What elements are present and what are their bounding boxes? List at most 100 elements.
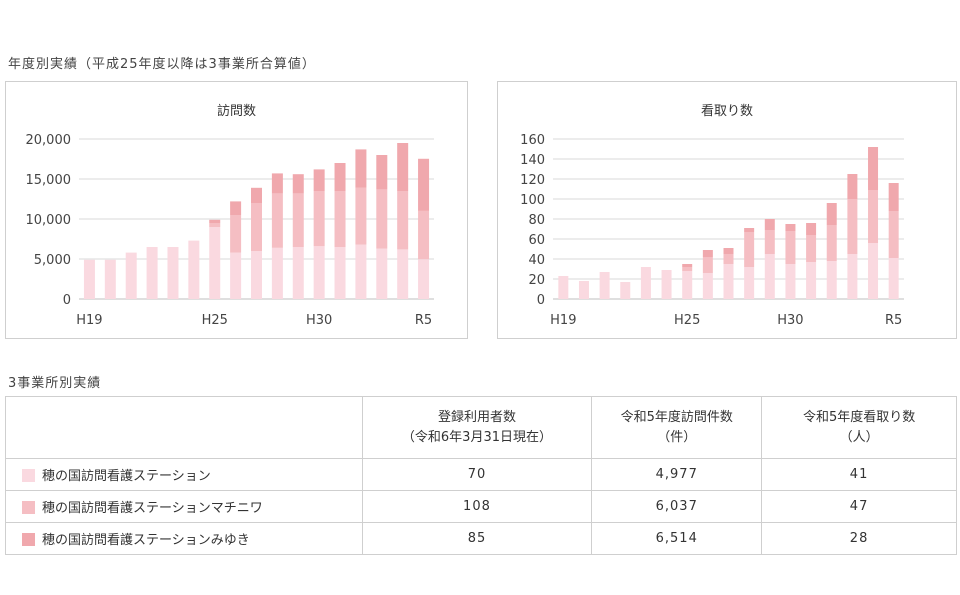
header-subtext: （令和6年3月31日現在）	[401, 429, 552, 445]
bar-segment	[313, 169, 325, 191]
bar-segment	[744, 228, 755, 232]
bar-segment	[744, 232, 755, 267]
bar-segment	[271, 247, 283, 299]
header-visits: 令和5年度訪問件数 （件）	[591, 396, 763, 459]
bar-segment	[868, 147, 879, 190]
y-tick-label: 20,000	[26, 133, 72, 148]
section-title-yearly: 年度別実績（平成25年度以降は3事業所合算値）	[8, 57, 316, 72]
bar-segment	[702, 273, 713, 299]
bar-segment	[702, 257, 713, 273]
bar-segment	[764, 230, 775, 254]
bar-segment	[146, 247, 158, 299]
bar-segment	[125, 252, 137, 299]
visits-cell: 4,977	[591, 458, 763, 491]
deaths-cell: 41	[761, 458, 957, 491]
header-station	[5, 396, 363, 459]
end-of-life-chart: 看取り数 0 20 40 60 80 100 120 140 160 H19 H25 H30 R5	[497, 81, 957, 339]
bar-segment	[661, 270, 672, 299]
users-cell: 85	[361, 522, 593, 555]
bar-segment	[599, 272, 610, 299]
users-cell: 70	[361, 458, 593, 491]
x-tick-label: H30	[777, 313, 803, 328]
bar-segment	[702, 250, 713, 257]
bar-segment	[397, 191, 409, 250]
bar-segment	[376, 189, 388, 249]
bar-segment	[355, 187, 367, 245]
deaths-cell: 47	[761, 490, 957, 523]
y-tick-label: 0	[63, 293, 71, 308]
visits-chart-plot: 0 5,000 10,000 15,000 20,000 H19 H25 H30 R5	[26, 133, 434, 328]
bar-segment	[418, 259, 430, 299]
visits-cell: 6,514	[591, 522, 763, 555]
y-tick-label: 20	[528, 273, 545, 288]
bar-segment	[418, 158, 430, 211]
y-tick-label: 5,000	[34, 253, 71, 268]
header-text: 登録利用者数	[437, 409, 516, 425]
y-tick-label: 10,000	[26, 213, 72, 228]
visits-chart: 訪問数 0 5,000 10,000 15,000 20,000 H19 H25 H30 R5	[5, 81, 468, 339]
bar-segment	[334, 163, 346, 191]
end-of-life-chart-plot: 0 20 40 60 80 100 120 140 160 H19 H25 H30 R5	[520, 133, 904, 328]
bar-segment	[376, 248, 388, 299]
bar-segment	[230, 201, 242, 215]
x-tick-label: H19	[550, 313, 576, 328]
bar-segment	[847, 199, 858, 254]
bar-segment	[826, 203, 837, 225]
x-tick-label: R5	[415, 313, 432, 328]
header-text: 令和5年度訪問件数	[620, 409, 733, 425]
y-tick-label: 100	[520, 193, 545, 208]
bar-segment	[723, 254, 734, 264]
section-title-by-station: 3事業所別実績	[8, 376, 102, 391]
bar-segment	[888, 211, 899, 258]
table-header-row: 登録利用者数 （令和6年3月31日現在） 令和5年度訪問件数 （件） 令和5年度…	[5, 396, 957, 459]
bar-segment	[188, 240, 200, 299]
bar-segment	[826, 261, 837, 299]
y-tick-label: 120	[520, 173, 545, 188]
legend-swatch	[22, 501, 35, 514]
header-end-of-life: 令和5年度看取り数 （人）	[761, 396, 957, 459]
chart-title: 看取り数	[700, 104, 753, 119]
y-tick-label: 80	[528, 213, 545, 228]
bar-segment	[230, 252, 242, 299]
bar-segment	[682, 271, 693, 299]
table-row: 穂の国訪問看護ステーションみゆき 85 6,514 28	[5, 522, 957, 555]
bar-segment	[806, 223, 817, 235]
station-name-cell: 穂の国訪問看護ステーションみゆき	[5, 522, 363, 555]
y-tick-label: 40	[528, 253, 545, 268]
station-name: 穂の国訪問看護ステーションみゆき	[42, 533, 250, 548]
x-tick-label: H30	[306, 313, 332, 328]
bar-segment	[355, 244, 367, 299]
bar-segment	[620, 282, 631, 299]
bar-segment	[251, 187, 262, 203]
bar-segment	[744, 267, 755, 299]
bar-segment	[888, 183, 899, 211]
bar-segment	[167, 247, 179, 299]
chart-title: 訪問数	[216, 104, 256, 119]
station-name-cell: 穂の国訪問看護ステーション	[5, 458, 363, 491]
bar-segment	[418, 210, 430, 260]
bar-segment	[397, 143, 409, 191]
header-registered-users: 登録利用者数 （令和6年3月31日現在）	[361, 396, 593, 459]
x-tick-label: H25	[202, 313, 228, 328]
table-row: 穂の国訪問看護ステーションマチニワ 108 6,037 47	[5, 490, 957, 523]
bar-segment	[785, 264, 796, 299]
x-tick-label: R5	[885, 313, 902, 328]
bar-segment	[868, 190, 879, 243]
bar-segment	[682, 264, 693, 267]
bar-segment	[806, 235, 817, 262]
bar-segment	[397, 249, 409, 299]
bar-segment	[888, 258, 899, 299]
bar-segment	[764, 219, 775, 230]
bar-segment	[271, 193, 283, 248]
header-text: 令和5年度看取り数	[802, 409, 916, 425]
station-name-cell: 穂の国訪問看護ステーションマチニワ	[5, 490, 363, 523]
bar-segment	[230, 215, 242, 253]
bar-segment	[209, 219, 221, 223]
bar-segment	[251, 251, 262, 299]
bar-segment	[313, 246, 325, 299]
y-tick-label: 160	[520, 133, 545, 148]
bar-segment	[355, 149, 367, 188]
bar-segment	[209, 223, 221, 227]
station-name: 穂の国訪問看護ステーションマチニワ	[42, 501, 263, 516]
header-subtext: （人）	[839, 429, 879, 445]
